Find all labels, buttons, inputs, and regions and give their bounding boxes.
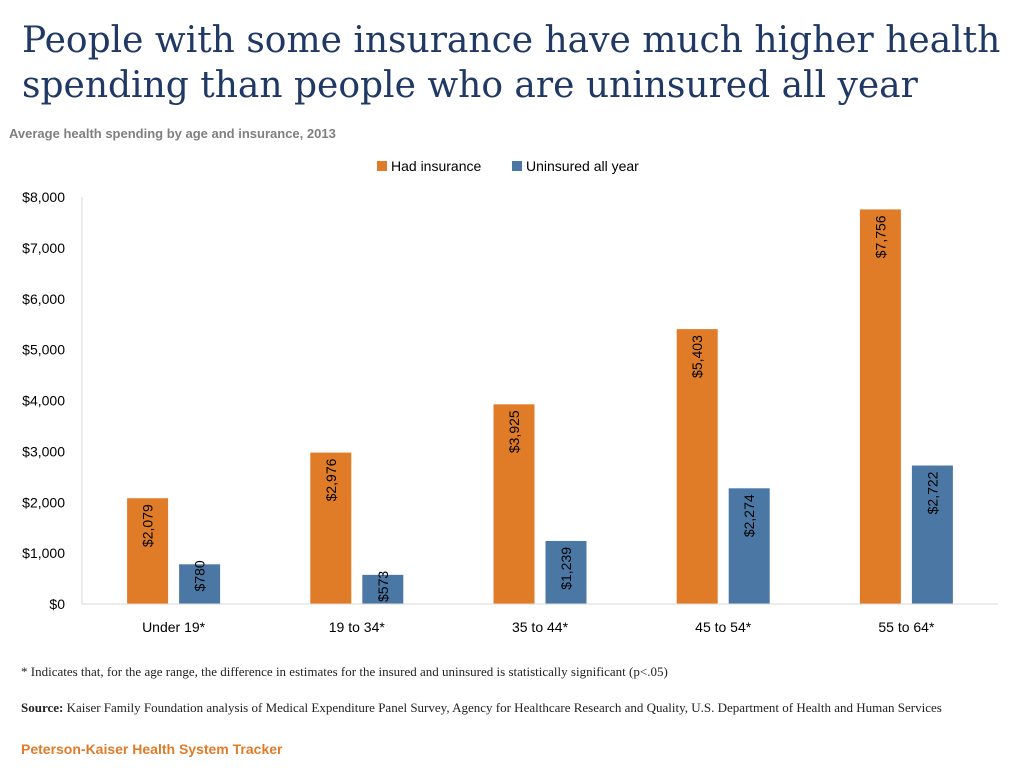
data-label-insured: $2,079 [140,504,156,547]
bar-insured [860,209,901,604]
source-label: Source: [21,700,63,715]
x-axis: Under 19* 19 to 34* 35 to 44* 45 to 54* 55 t… [82,604,998,635]
data-label-uninsured: $1,239 [558,547,574,590]
source-note: Source: Kaiser Family Foundation analysi… [21,699,1006,716]
y-tick-label: $1,000 [22,545,65,561]
x-tick-label: 45 to 54* [695,619,752,635]
data-label-insured: $3,925 [506,410,522,453]
y-tick-label: $3,000 [22,443,65,459]
x-tick-label: 35 to 44* [512,619,569,635]
x-tick-label: 55 to 64* [878,619,935,635]
data-label-insured: $7,756 [872,215,888,258]
data-label-uninsured: $780 [192,560,208,591]
legend: Had insurance Uninsured all year [377,158,639,174]
chart-title: People with some insurance have much hig… [22,18,1002,108]
legend-label-insured: Had insurance [391,158,481,174]
y-tick-label: $2,000 [22,494,65,510]
y-tick-label: $5,000 [22,342,65,358]
y-tick-label: $8,000 [22,189,65,205]
chart-subtitle: Average health spending by age and insur… [9,126,336,141]
legend-swatch-insured [377,161,387,171]
data-label-insured: $2,976 [323,458,339,501]
data-label-insured: $5,403 [689,335,705,378]
y-tick-label: $6,000 [22,291,65,307]
y-tick-label: $0 [49,596,65,612]
bar-chart: Had insurance Uninsured all year $0 $1,000… [0,150,1024,650]
data-label-uninsured: $573 [375,571,391,602]
data-label-uninsured: $2,722 [924,471,940,514]
legend-label-uninsured: Uninsured all year [526,158,639,174]
x-tick-label: 19 to 34* [329,619,386,635]
source-text: Kaiser Family Foundation analysis of Med… [67,700,942,715]
significance-footnote: * Indicates that, for the age range, the… [21,664,1001,680]
data-label-uninsured: $2,274 [741,494,757,537]
bars: $2,079 $780 $2,976 $573 $3,925 $1,239 $5,403 $2… [127,209,953,604]
y-axis: $0 $1,000 $2,000 $3,000 $4,000 $5,000 $6,000 $7… [22,189,82,612]
y-tick-label: $7,000 [22,240,65,256]
y-tick-label: $4,000 [22,393,65,409]
x-tick-label: Under 19* [142,619,206,635]
legend-swatch-uninsured [512,161,522,171]
brand-logo-text: Peterson-Kaiser Health System Tracker [21,741,282,757]
